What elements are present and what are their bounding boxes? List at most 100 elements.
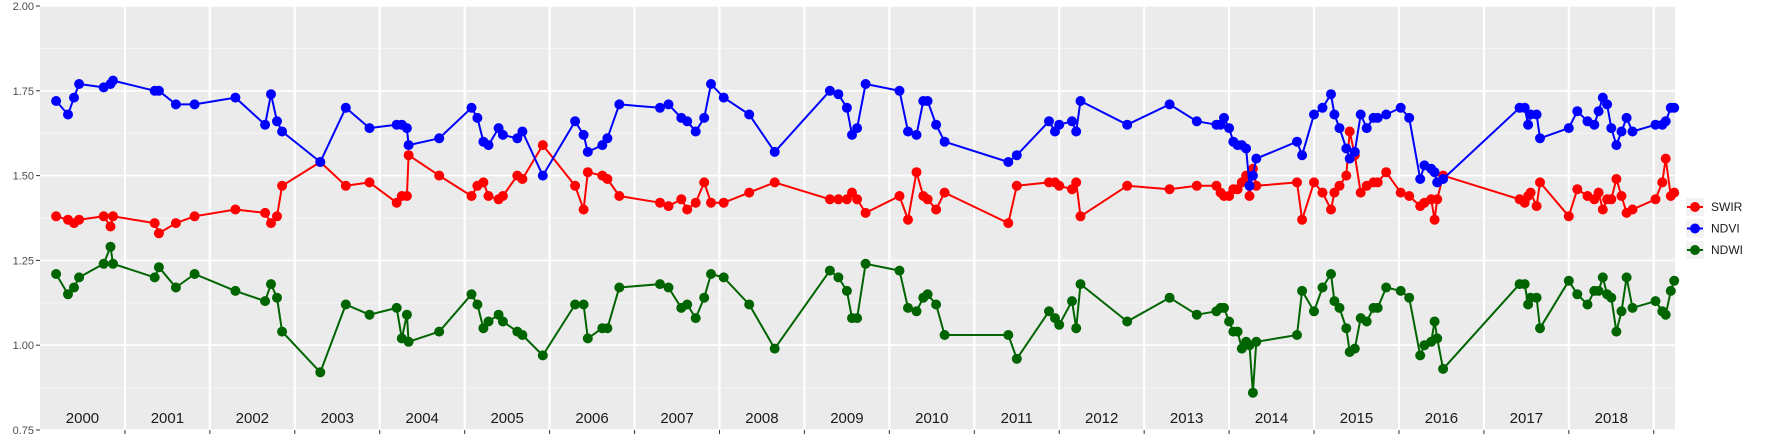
data-point-ndvi (1349, 146, 1360, 157)
data-point-swir (1404, 191, 1415, 201)
data-point-ndvi (1523, 119, 1534, 130)
data-point-ndvi (1429, 167, 1440, 178)
data-point-ndvi (597, 140, 608, 151)
data-point-ndwi (170, 282, 181, 293)
year-label: 2000 (66, 410, 99, 427)
data-point-swir (466, 191, 477, 201)
data-point-swir (403, 150, 414, 161)
data-point-swir (1606, 194, 1617, 205)
data-point-ndvi (1563, 123, 1574, 134)
year-label: 2004 (406, 410, 439, 427)
data-point-swir (718, 197, 729, 208)
data-point-ndwi (340, 299, 351, 310)
data-point-ndwi (744, 299, 755, 310)
data-point-ndvi (1372, 112, 1383, 123)
data-point-ndwi (824, 265, 835, 276)
year-label: 2014 (1255, 410, 1288, 427)
data-point-ndvi (63, 109, 73, 120)
data-point-ndvi (1326, 89, 1336, 100)
data-point-ndvi (1241, 143, 1252, 154)
data-point-ndwi (894, 265, 905, 276)
data-point-ndwi (841, 285, 852, 296)
data-point-ndvi (682, 116, 693, 127)
data-point-swir (260, 207, 271, 218)
data-point-ndwi (903, 302, 913, 313)
data-point-swir (655, 197, 665, 208)
data-point-ndvi (614, 99, 625, 110)
data-point-ndvi (1438, 174, 1449, 184)
data-point-swir (1075, 211, 1086, 222)
data-point-ndwi (1535, 323, 1545, 334)
data-point-ndvi (1317, 102, 1328, 113)
data-point-swir (1657, 177, 1668, 188)
data-point-ndvi (364, 123, 375, 134)
data-point-ndvi (537, 170, 548, 181)
data-point-swir (153, 228, 164, 239)
data-point-ndwi (391, 302, 402, 313)
year-label: 2011 (1001, 410, 1033, 427)
data-point-swir (570, 180, 581, 191)
data-point-ndwi (1572, 289, 1583, 300)
data-point-ndwi (1067, 296, 1077, 307)
data-point-ndvi (517, 126, 528, 137)
data-point-swir (676, 194, 687, 205)
data-point-ndwi (266, 279, 276, 290)
data-point-ndvi (1602, 99, 1613, 110)
data-point-ndvi (570, 116, 581, 127)
data-point-ndwi (472, 299, 483, 310)
data-point-ndwi (833, 272, 844, 283)
data-point-swir (894, 191, 905, 201)
data-point-ndvi (1621, 112, 1632, 123)
y-tick-label: 0.75 (13, 425, 34, 437)
year-label: 2006 (575, 410, 608, 427)
year-label: 2001 (151, 410, 184, 427)
data-point-swir (1122, 180, 1133, 191)
data-point-swir (1572, 184, 1583, 195)
data-point-ndwi (931, 299, 942, 310)
year-label: 2016 (1425, 410, 1458, 427)
data-point-ndvi (1011, 150, 1022, 161)
data-point-ndwi (1438, 363, 1449, 374)
data-point-ndvi (74, 79, 85, 89)
data-point-ndvi (1355, 109, 1366, 120)
data-point-ndwi (614, 282, 625, 293)
data-point-ndwi (706, 269, 716, 279)
data-point-swir (903, 214, 913, 225)
data-point-swir (614, 191, 625, 201)
data-point-ndvi (1224, 123, 1235, 134)
data-point-ndwi (1372, 302, 1383, 313)
data-point-ndvi (744, 109, 755, 120)
data-point-ndwi (1232, 326, 1243, 337)
data-point-ndwi (517, 330, 528, 340)
data-point-ndvi (1309, 109, 1319, 120)
data-point-ndvi (69, 92, 79, 103)
data-point-ndwi (1395, 285, 1406, 296)
data-point-swir (108, 211, 118, 222)
data-point-ndwi (1011, 353, 1022, 364)
data-point-ndvi (1531, 109, 1542, 120)
data-point-ndwi (153, 262, 164, 273)
data-point-ndwi (582, 333, 593, 344)
data-point-ndwi (1660, 309, 1671, 320)
data-point-ndvi (769, 146, 780, 157)
data-point-ndwi (401, 309, 412, 320)
data-point-ndwi (602, 323, 613, 334)
data-point-ndvi (1247, 170, 1258, 181)
data-point-swir (1432, 194, 1443, 205)
year-label: 2005 (490, 410, 523, 427)
data-point-ndvi (266, 89, 276, 100)
data-point-ndwi (578, 299, 589, 310)
data-point-ndwi (769, 343, 780, 354)
data-point-ndvi (1191, 116, 1202, 127)
data-point-ndwi (663, 282, 674, 293)
data-point-swir (1381, 167, 1392, 178)
y-tick-label: 1.25 (13, 255, 34, 267)
data-point-ndwi (1531, 292, 1542, 303)
data-point-ndwi (537, 350, 548, 361)
data-point-ndwi (1349, 343, 1360, 354)
data-point-swir (74, 214, 85, 225)
data-point-swir (744, 187, 755, 198)
data-point-ndwi (699, 292, 710, 303)
data-point-ndwi (483, 316, 494, 327)
data-point-ndvi (1519, 102, 1530, 113)
